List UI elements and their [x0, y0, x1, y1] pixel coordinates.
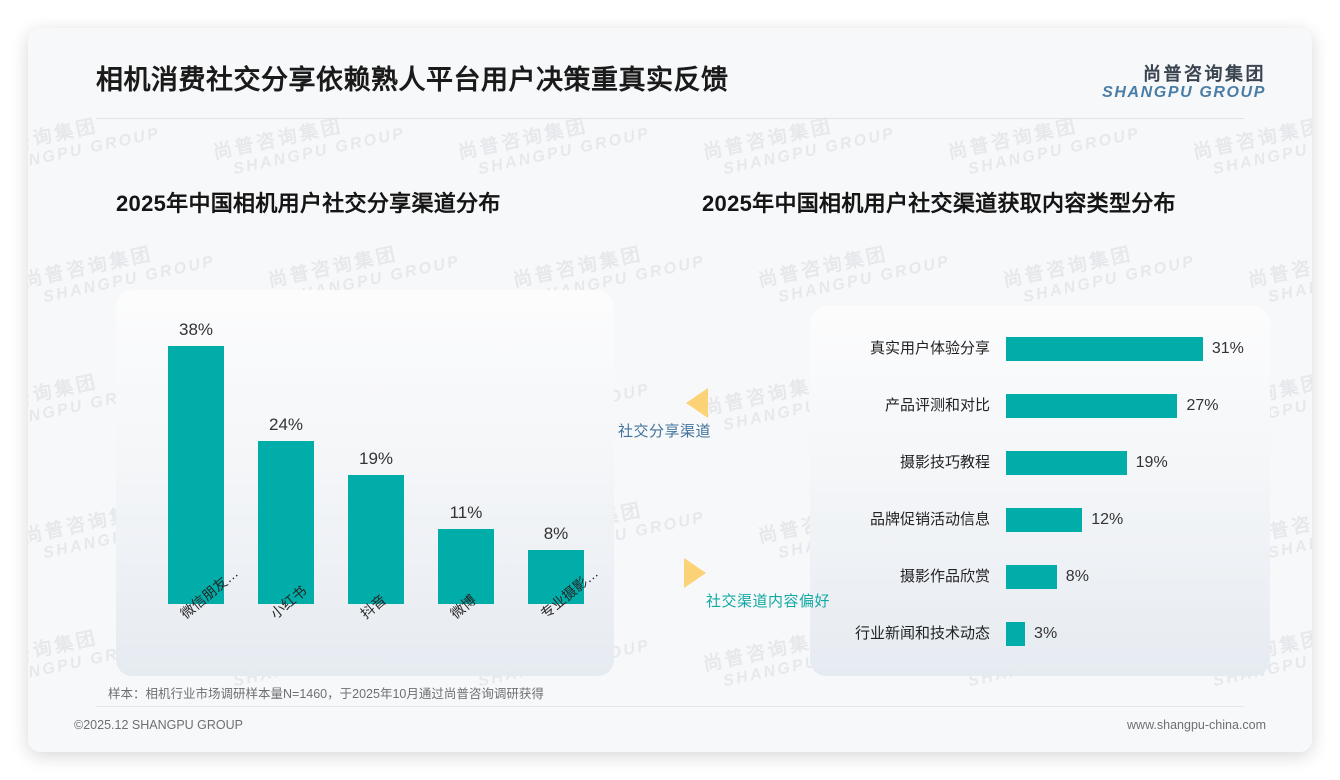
bar-fill [1006, 622, 1026, 646]
bar-row: 摄影作品欣赏 8% [810, 562, 1270, 592]
sample-note: 样本：相机行业市场调研样本量N=1460，于2025年10月通过尚普咨询调研获得 [108, 687, 544, 701]
bar-value-label: 8% [1065, 568, 1089, 585]
bar-fill [1006, 565, 1057, 589]
left-chart-panel: 38% 微信朋友… 24% 小红书 19% 抖音 11% 微博 8% 专业摄影… [116, 290, 614, 676]
bar-value-label: 19% [1135, 454, 1168, 471]
column-label-zone: 微信朋友… [168, 565, 241, 676]
bar-fill [1006, 451, 1127, 475]
bar-fill [1006, 394, 1178, 418]
column-item: 19% [348, 449, 404, 604]
column-value-label: 8% [543, 523, 569, 543]
bar-category-label: 摄影技巧教程 [899, 454, 990, 471]
annotation-left-label: 社交分享渠道 [618, 423, 712, 440]
column-value-label: 24% [268, 414, 304, 434]
triangle-right-icon [684, 558, 706, 588]
brand-logo: 尚普咨询集团 SHANGPU GROUP [1102, 64, 1266, 102]
logo-english-text: SHANGPU GROUP [1102, 84, 1266, 102]
bar-row: 真实用户体验分享 31% [810, 334, 1270, 364]
slide-header: 相机消费社交分享依赖熟人平台用户决策重真实反馈 尚普咨询集团 SHANGPU G… [28, 28, 1312, 114]
page-title: 相机消费社交分享依赖熟人平台用户决策重真实反馈 [96, 65, 729, 95]
column-bar [348, 474, 404, 604]
column-value-label: 19% [358, 448, 394, 468]
right-chart-panel: 真实用户体验分享 31% 产品评测和对比 27% 摄影技巧教程 19% 品牌促销活动信息 12… [810, 306, 1270, 676]
column-item: 24% [258, 415, 314, 604]
bar-value-label: 3% [1034, 625, 1058, 642]
column-label-zone: 抖音 [348, 592, 404, 676]
bar-category-label: 行业新闻和技术动态 [854, 625, 990, 642]
footer-website: www.shangpu-china.com [1127, 718, 1266, 732]
column-bar [528, 549, 584, 604]
left-chart-title: 2025年中国相机用户社交分享渠道分布 [116, 191, 501, 216]
bar-row: 产品评测和对比 27% [810, 391, 1270, 421]
footer-copyright: ©2025.12 SHANGPU GROUP [74, 718, 243, 732]
bar-value-label: 12% [1091, 511, 1124, 528]
annotation-right-label: 社交渠道内容偏好 [706, 593, 831, 610]
column-item: 11% [438, 503, 494, 604]
bar-value-label: 27% [1186, 397, 1219, 414]
bar-value-label: 31% [1211, 340, 1244, 357]
horizontal-bar-chart: 真实用户体验分享 31% 产品评测和对比 27% 摄影技巧教程 19% 品牌促销活动信息 12… [810, 306, 1270, 676]
bar-row: 品牌促销活动信息 12% [810, 505, 1270, 535]
bar-category-label: 摄影作品欣赏 [899, 568, 990, 585]
vertical-bar-chart: 38% 微信朋友… 24% 小红书 19% 抖音 11% 微博 8% 专业摄影… [116, 290, 614, 676]
bar-row: 行业新闻和技术动态 3% [810, 619, 1270, 649]
slide-card: 尚普咨询集团 SHANGPU GROUP 尚普咨询集团 SHANGPU GROUP 尚普… [28, 28, 1312, 752]
triangle-left-icon [686, 388, 708, 418]
bar-row: 摄影技巧教程 19% [810, 448, 1270, 478]
bar-fill [1006, 337, 1203, 361]
column-value-label: 11% [449, 503, 483, 523]
column-label-zone: 专业摄影… [528, 565, 601, 676]
bar-category-label: 真实用户体验分享 [869, 340, 990, 357]
footer-divider [96, 706, 1244, 707]
column-value-label: 38% [178, 319, 214, 339]
column-label-zone: 小红书 [258, 583, 314, 676]
column-bar [438, 529, 494, 604]
bar-category-label: 品牌促销活动信息 [869, 511, 990, 528]
column-bar [168, 345, 224, 604]
column-item: 8% [528, 524, 584, 604]
header-divider [96, 118, 1244, 119]
column-item: 38% [168, 320, 224, 604]
bar-category-label: 产品评测和对比 [884, 397, 990, 414]
logo-chinese-text: 尚普咨询集团 [1143, 64, 1266, 84]
column-bar [258, 440, 314, 604]
column-label-zone: 微博 [438, 592, 494, 676]
bar-fill [1006, 508, 1083, 532]
right-chart-title: 2025年中国相机用户社交渠道获取内容类型分布 [702, 191, 1176, 216]
